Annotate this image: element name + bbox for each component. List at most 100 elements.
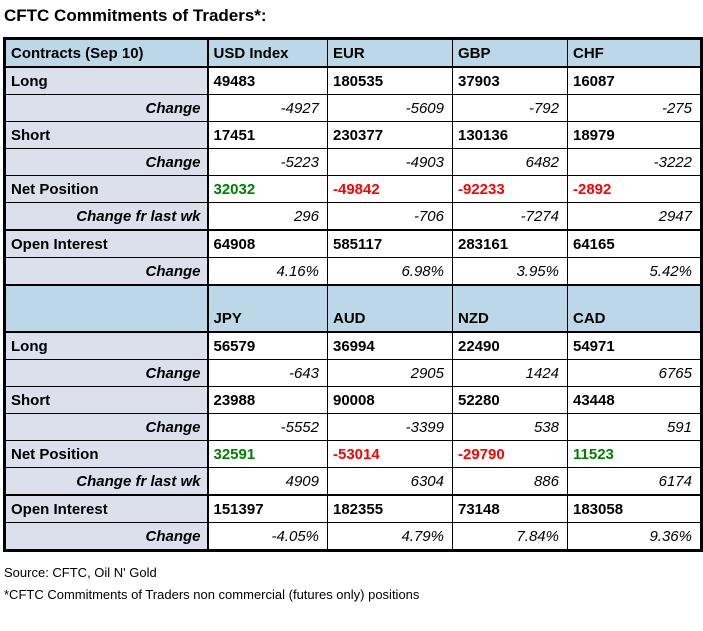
table-row: Net Position 32032 -49842 -92233 -2892 <box>4 175 702 203</box>
value-cell: 32591 <box>207 440 328 468</box>
value-cell: -5609 <box>327 94 453 122</box>
table-row: Long 56579 36994 22490 54971 <box>4 331 702 360</box>
table-row: Change -5552 -3399 538 591 <box>4 413 702 441</box>
column-header <box>4 284 209 333</box>
value-cell: 182355 <box>327 494 453 523</box>
value-cell: 4.16% <box>207 257 328 286</box>
value-cell: 283161 <box>452 229 568 258</box>
value-cell: 183058 <box>567 494 702 523</box>
value-cell: 36994 <box>327 331 453 360</box>
value-cell: -29790 <box>452 440 568 468</box>
footer: Source: CFTC, Oil N' Gold *CFTC Commitme… <box>4 565 703 602</box>
table-row: Change -4.05% 4.79% 7.84% 9.36% <box>4 522 702 551</box>
value-cell: 151397 <box>207 494 328 523</box>
value-cell: 73148 <box>452 494 568 523</box>
value-cell: 22490 <box>452 331 568 360</box>
table-row: Change -4927 -5609 -792 -275 <box>4 94 702 122</box>
value-cell: 6304 <box>327 467 453 496</box>
column-header: AUD <box>327 284 453 333</box>
row-label: Open Interest <box>4 229 209 258</box>
row-label: Change fr last wk <box>4 202 209 231</box>
table-row: Net Position 32591 -53014 -29790 11523 <box>4 440 702 468</box>
value-cell: 6765 <box>567 359 702 387</box>
value-cell: 18979 <box>567 121 702 149</box>
row-label: Short <box>4 121 209 149</box>
table-row: Short 17451 230377 130136 18979 <box>4 121 702 149</box>
value-cell: 6.98% <box>327 257 453 286</box>
value-cell: 43448 <box>567 386 702 414</box>
value-cell: 585117 <box>327 229 453 258</box>
value-cell: 7.84% <box>452 522 568 551</box>
value-cell: 230377 <box>327 121 453 149</box>
column-header-row: Contracts (Sep 10) USD Index EUR GBP CHF <box>4 38 702 68</box>
value-cell: 4.79% <box>327 522 453 551</box>
value-cell: -7274 <box>452 202 568 231</box>
column-header: CHF <box>567 38 702 68</box>
value-cell: -643 <box>207 359 328 387</box>
value-cell: 9.36% <box>567 522 702 551</box>
value-cell: -92233 <box>452 175 568 203</box>
value-cell: -49842 <box>327 175 453 203</box>
value-cell: 5.42% <box>567 257 702 286</box>
value-cell: 11523 <box>567 440 702 468</box>
table-row: Change -5223 -4903 6482 -3222 <box>4 148 702 176</box>
table-row: Short 23988 90008 52280 43448 <box>4 386 702 414</box>
value-cell: 180535 <box>327 66 453 95</box>
value-cell: -4.05% <box>207 522 328 551</box>
value-cell: 2905 <box>327 359 453 387</box>
table-row: Long 49483 180535 37903 16087 <box>4 66 702 95</box>
row-label: Short <box>4 386 209 414</box>
value-cell: 591 <box>567 413 702 441</box>
value-cell: 17451 <box>207 121 328 149</box>
row-label: Change fr last wk <box>4 467 209 496</box>
value-cell: 64165 <box>567 229 702 258</box>
cot-table: Contracts (Sep 10) USD Index EUR GBP CHF Long… <box>3 37 703 552</box>
value-cell: -706 <box>327 202 453 231</box>
page-title: CFTC Commitments of Traders*: <box>4 6 267 25</box>
column-header: Contracts (Sep 10) <box>4 38 209 68</box>
value-cell: 6482 <box>452 148 568 176</box>
cot-table-body: Contracts (Sep 10) USD Index EUR GBP CHF Long… <box>4 38 702 551</box>
row-label: Net Position <box>4 440 209 468</box>
value-cell: 6174 <box>567 467 702 496</box>
value-cell: 32032 <box>207 175 328 203</box>
row-label: Change <box>4 148 209 176</box>
table-row: Open Interest 64908 585117 283161 64165 <box>4 229 702 258</box>
row-label: Change <box>4 257 209 286</box>
value-cell: -792 <box>452 94 568 122</box>
table-row: Change fr last wk 296 -706 -7274 2947 <box>4 202 702 231</box>
value-cell: 56579 <box>207 331 328 360</box>
value-cell: 37903 <box>452 66 568 95</box>
row-label: Net Position <box>4 175 209 203</box>
row-label: Change <box>4 359 209 387</box>
table-row: Open Interest 151397 182355 73148 183058 <box>4 494 702 523</box>
value-cell: -53014 <box>327 440 453 468</box>
value-cell: 16087 <box>567 66 702 95</box>
value-cell: -3222 <box>567 148 702 176</box>
value-cell: -5552 <box>207 413 328 441</box>
value-cell: 90008 <box>327 386 453 414</box>
value-cell: 1424 <box>452 359 568 387</box>
value-cell: -275 <box>567 94 702 122</box>
column-header: GBP <box>452 38 568 68</box>
row-label: Change <box>4 94 209 122</box>
column-header: EUR <box>327 38 453 68</box>
value-cell: 2947 <box>567 202 702 231</box>
value-cell: 52280 <box>452 386 568 414</box>
footnote-line: *CFTC Commitments of Traders non commerc… <box>4 587 420 602</box>
value-cell: 538 <box>452 413 568 441</box>
table-row: Change fr last wk 4909 6304 886 6174 <box>4 467 702 496</box>
value-cell: 49483 <box>207 66 328 95</box>
value-cell: 886 <box>452 467 568 496</box>
value-cell: 130136 <box>452 121 568 149</box>
column-header: NZD <box>452 284 568 333</box>
table-row: Change -643 2905 1424 6765 <box>4 359 702 387</box>
source-line: Source: CFTC, Oil N' Gold <box>4 565 157 580</box>
row-label: Long <box>4 331 209 360</box>
column-header-row: JPY AUD NZD CAD <box>4 284 702 333</box>
value-cell: 64908 <box>207 229 328 258</box>
value-cell: 296 <box>207 202 328 231</box>
value-cell: -3399 <box>327 413 453 441</box>
value-cell: 3.95% <box>452 257 568 286</box>
